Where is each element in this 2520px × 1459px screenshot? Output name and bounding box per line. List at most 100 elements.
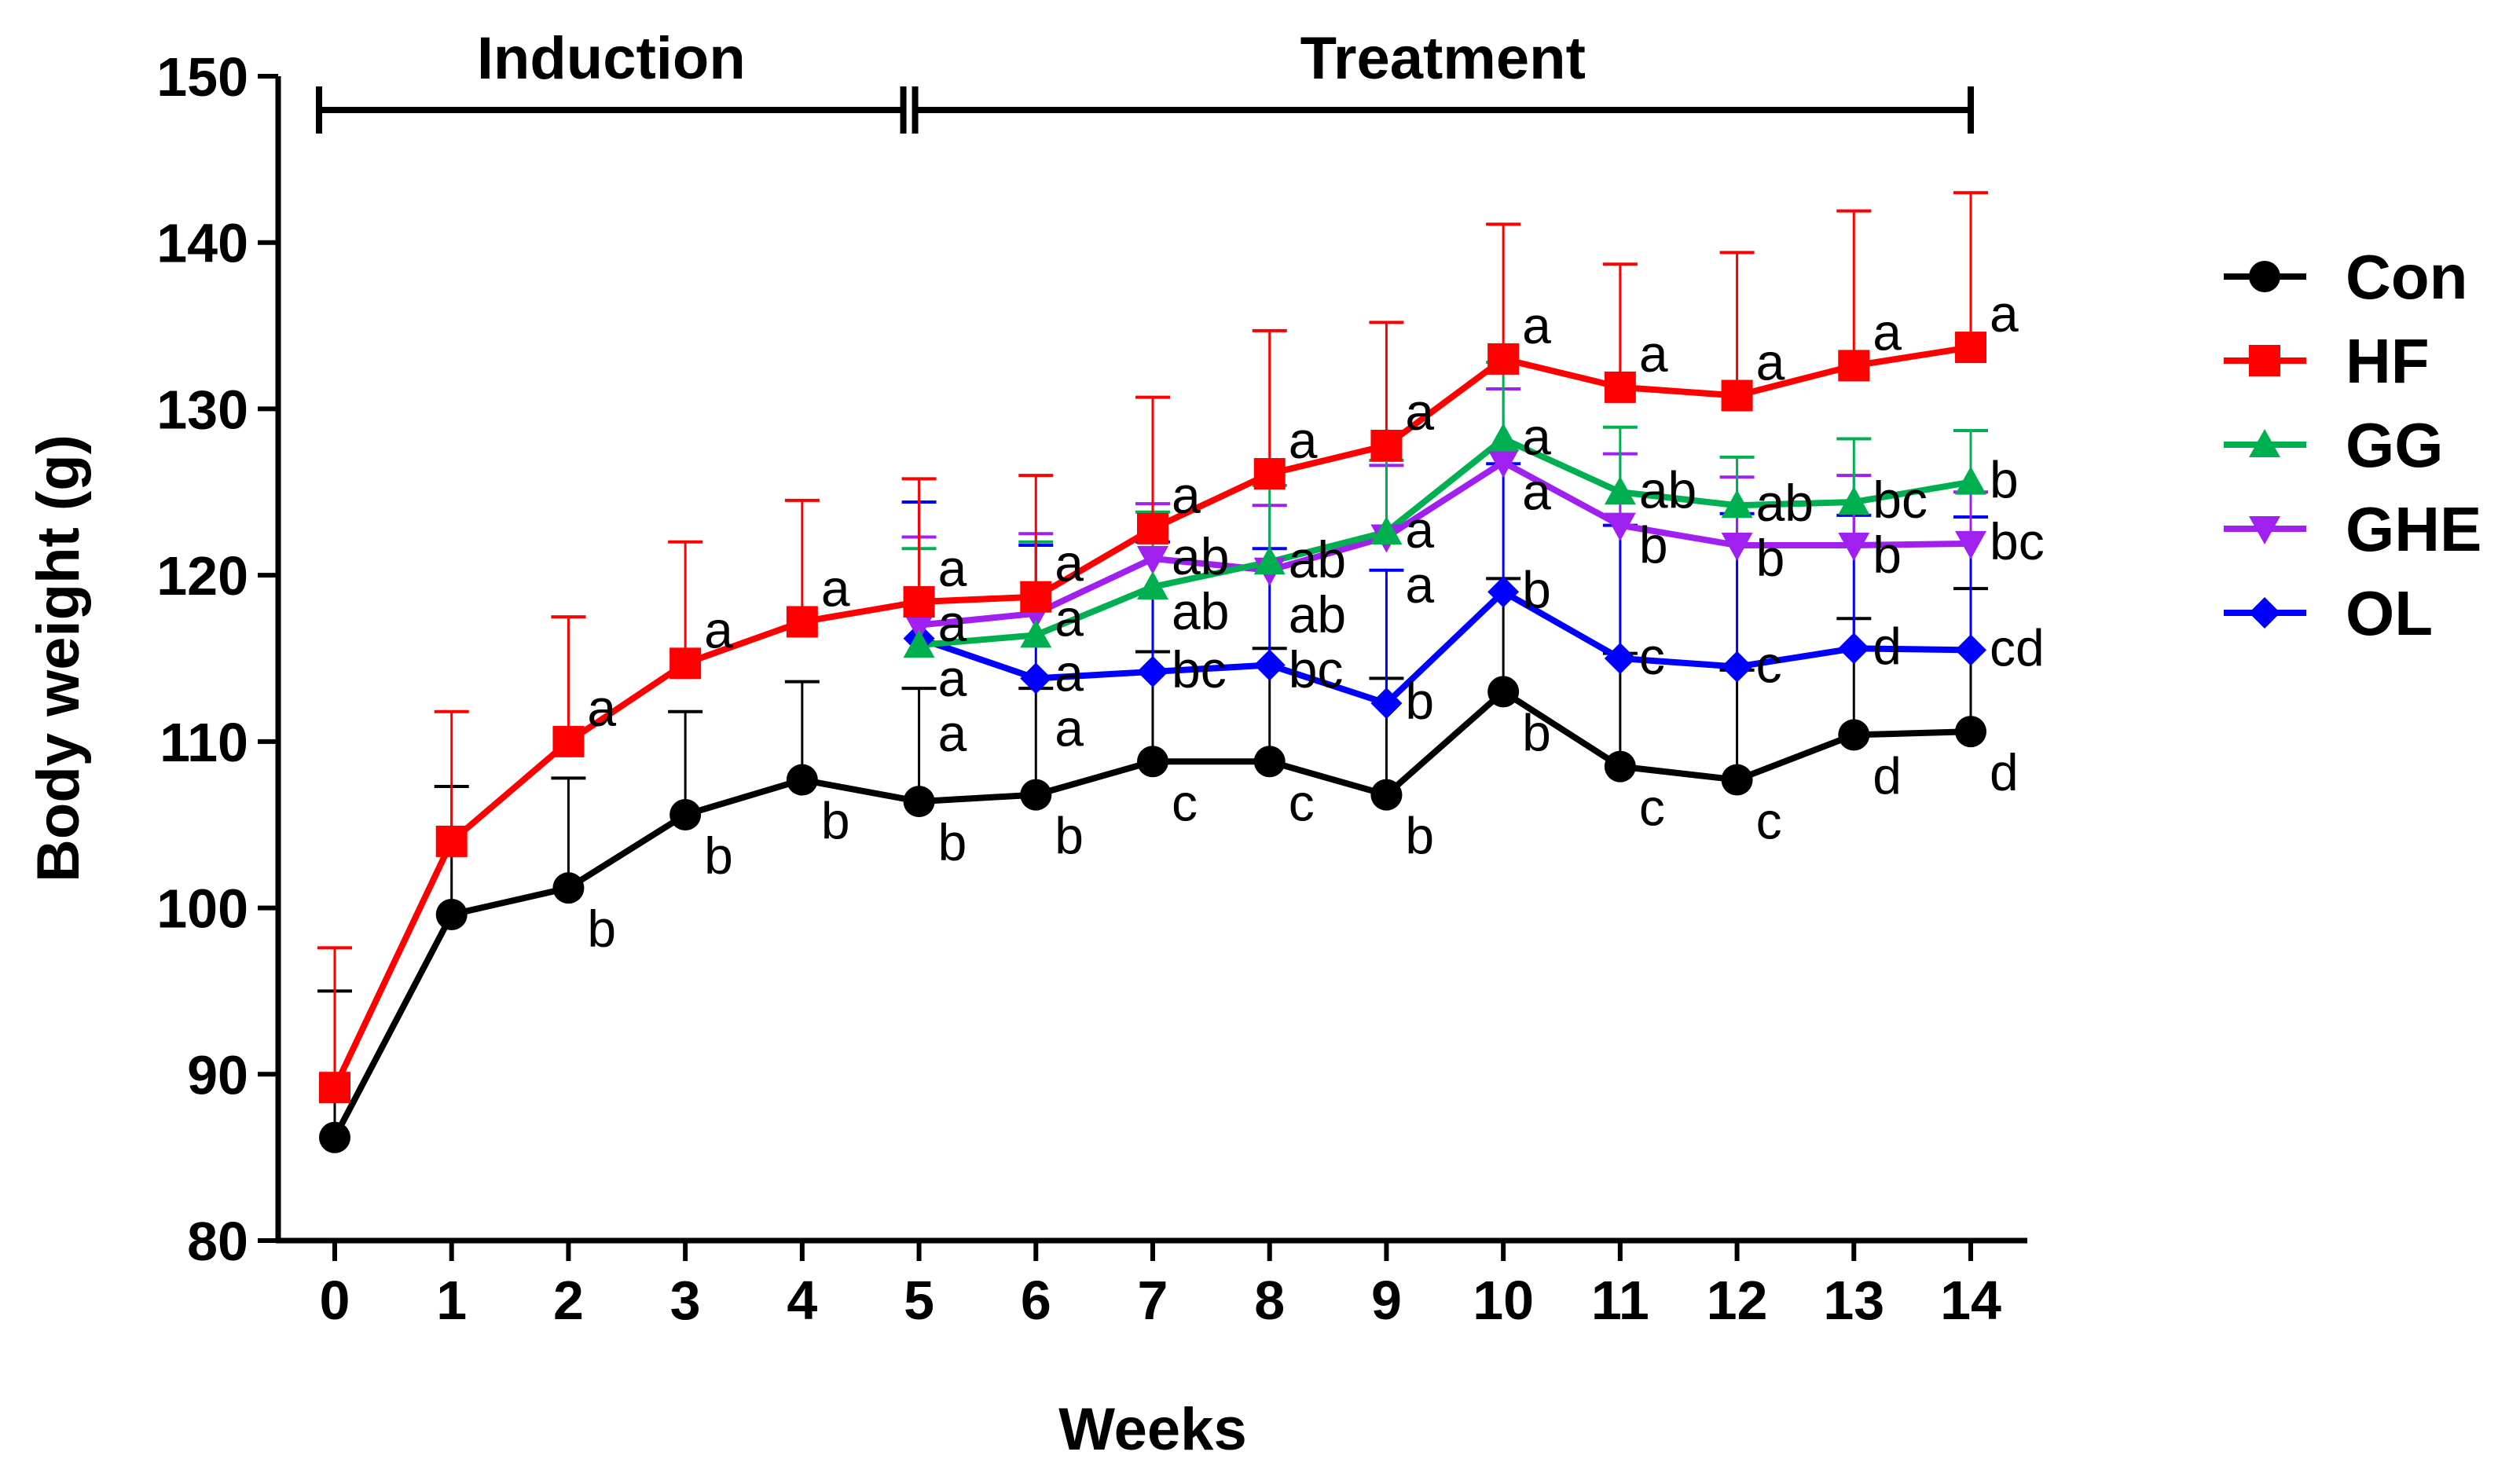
legend-label: GHE [2346, 494, 2481, 564]
data-point [1253, 746, 1286, 778]
significance-letter: a [938, 539, 967, 597]
legend-label: OL [2346, 578, 2433, 648]
x-tick-label: 11 [1591, 1270, 1649, 1331]
significance-letter: a [1055, 699, 1084, 757]
data-point [1838, 486, 1870, 515]
data-point [1955, 466, 1986, 495]
y-tick-label: 120 [156, 545, 248, 607]
data-point [1838, 350, 1870, 382]
x-tick-label: 2 [553, 1270, 584, 1331]
data-point [903, 786, 935, 818]
data-point [1487, 423, 1520, 452]
significance-letter: a [1055, 644, 1084, 702]
data-point [1721, 533, 1753, 562]
significance-letter: a [1990, 284, 2019, 343]
series-line-ghe [919, 458, 1972, 629]
significance-letter: b [938, 813, 967, 871]
y-tick-label: 80 [187, 1211, 248, 1272]
legend-label: HF [2346, 326, 2430, 396]
data-point [1838, 719, 1870, 751]
significance-letter: c [1289, 773, 1315, 831]
legend-marker [2249, 516, 2280, 544]
significance-letter: a [938, 649, 967, 707]
significance-letter: a [1522, 463, 1551, 521]
legend-marker [2249, 345, 2280, 376]
series-line-gg [919, 434, 1972, 649]
legend-item-gg: GG [2224, 410, 2443, 480]
data-point [1604, 512, 1636, 541]
data-point [1721, 764, 1753, 796]
significance-letter: a [704, 600, 733, 658]
legend-marker [2249, 597, 2280, 629]
significance-letter: a [1405, 383, 1434, 441]
significance-letter: c [1639, 779, 1665, 837]
data-point [435, 899, 468, 931]
legend-item-con: Con [2224, 242, 2468, 312]
data-point [1370, 779, 1403, 811]
x-tick-label: 12 [1707, 1270, 1768, 1331]
y-tick-label: 100 [156, 878, 248, 940]
x-tick-label: 3 [670, 1270, 701, 1331]
significance-letter: bc [1873, 471, 1928, 529]
significance-letter: b [821, 792, 850, 850]
data-point [552, 872, 585, 904]
x-tick-label: 7 [1138, 1270, 1168, 1331]
significance-letter: b [1055, 807, 1084, 865]
data-point [319, 1072, 350, 1104]
data-point [669, 799, 702, 831]
significance-letter: a [1405, 555, 1434, 614]
significance-letter: b [1405, 672, 1434, 730]
y-tick-label: 90 [187, 1044, 248, 1105]
data-point [1020, 662, 1052, 695]
significance-letter: a [1756, 332, 1785, 390]
x-tick-label: 6 [1021, 1270, 1051, 1331]
legend-item-ghe: GHE [2224, 494, 2481, 564]
data-point [1955, 634, 1986, 666]
data-point [1253, 457, 1286, 489]
data-point [1838, 632, 1870, 665]
significance-letter: a [1289, 411, 1318, 469]
data-point [903, 629, 935, 658]
data-point [1838, 533, 1870, 562]
significance-letter: a [1172, 466, 1201, 524]
significance-letter: a [821, 559, 850, 617]
data-point [903, 586, 935, 618]
legend: Con HF GG GHE OL [2224, 242, 2481, 648]
data-point [1137, 570, 1168, 599]
data-point [1137, 746, 1168, 778]
legend-item-hf: HF [2224, 326, 2430, 396]
significance-letter: c [1639, 627, 1665, 685]
data-point [319, 1121, 350, 1153]
significance-letters: abababaaaabaaaabaababbccaababbccaaabbaaa… [587, 284, 2044, 958]
phase-label-induction: Induction [477, 25, 746, 92]
y-tick-label: 110 [160, 712, 248, 773]
data-point [669, 647, 702, 680]
significance-letter: ab [1289, 585, 1346, 643]
y-axis-label: Body weight (g) [25, 434, 92, 882]
significance-letter: b [704, 827, 733, 885]
significance-letter: c [1756, 792, 1782, 850]
significance-letter: a [1522, 296, 1551, 354]
x-tick-label: 10 [1473, 1270, 1534, 1331]
data-point [786, 606, 818, 638]
x-tick-label: 5 [904, 1270, 934, 1331]
significance-letter: b [1522, 703, 1551, 761]
significance-letter: a [1639, 324, 1668, 383]
data-point [1487, 676, 1520, 708]
data-point [1487, 576, 1520, 608]
x-axis-label: Weeks [1058, 1396, 1246, 1459]
data-point [1604, 476, 1636, 505]
significance-letter: a [1405, 500, 1434, 559]
significance-letter: ab [1289, 530, 1346, 588]
significance-letter: b [1990, 451, 2019, 509]
data-point [1020, 779, 1052, 811]
x-tick-label: 9 [1371, 1270, 1402, 1331]
significance-letter: a [1522, 408, 1551, 466]
data-point [1604, 371, 1636, 403]
phase-brackets: Induction Treatment [316, 25, 1974, 134]
data-point [1137, 545, 1168, 574]
significance-letter: b [1873, 526, 1902, 584]
x-tick-label: 1 [436, 1270, 467, 1331]
data-point [552, 725, 585, 757]
